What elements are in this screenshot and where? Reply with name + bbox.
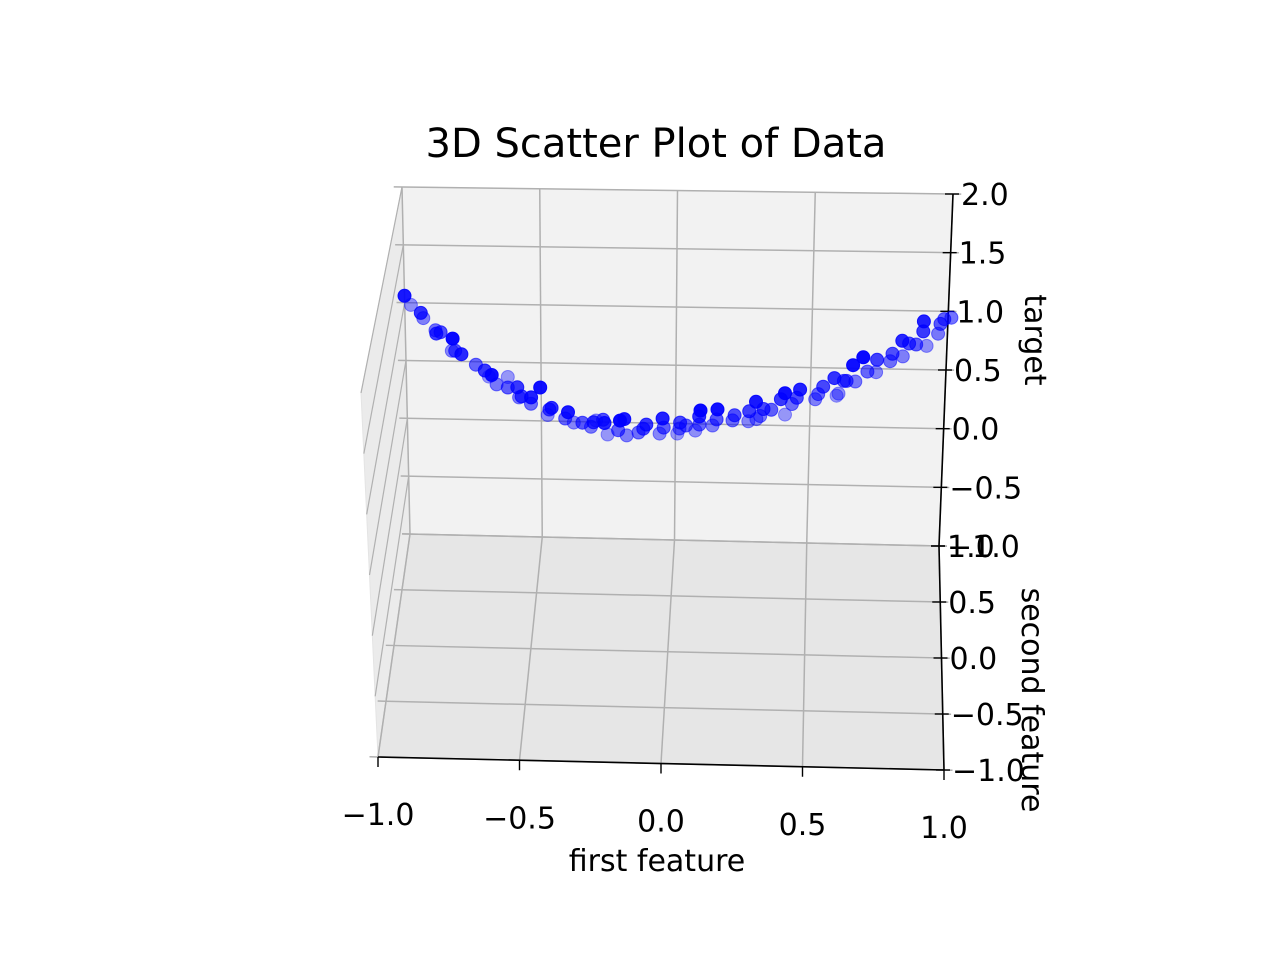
y-tick-label: −1.0 <box>952 754 1025 789</box>
scatter-point <box>778 407 792 422</box>
scatter-point <box>710 402 725 417</box>
scatter-point <box>510 380 525 395</box>
scatter-point <box>561 405 575 420</box>
scatter-point <box>839 373 854 388</box>
scatter-point <box>413 305 428 320</box>
scatter-point <box>860 364 875 379</box>
scatter-point <box>827 371 842 386</box>
side-grid-z <box>360 186 403 394</box>
side-grid-z <box>366 302 406 515</box>
scatter-point <box>816 379 831 394</box>
wall-grid-z <box>393 186 962 195</box>
z-tick-label: 1.5 <box>959 237 1007 272</box>
scatter-point <box>655 411 670 426</box>
z-tick-label: −1.0 <box>947 530 1020 565</box>
scatter-point <box>524 390 539 405</box>
scatter-point <box>597 416 612 430</box>
x-tick-label: −1.0 <box>342 798 415 833</box>
scatter-point <box>445 331 460 346</box>
scatter-point <box>829 388 844 403</box>
scatter-point <box>639 417 654 432</box>
scatter-point <box>885 346 900 361</box>
scatter-point <box>429 326 444 341</box>
z-tick-label: 0.5 <box>954 354 1002 389</box>
y-axis-label: second feature <box>1014 588 1049 813</box>
scatter-point <box>544 400 559 415</box>
scatter-point <box>870 352 885 367</box>
scatter-point <box>613 413 627 428</box>
side-grid-z <box>371 418 408 636</box>
scatter-point <box>856 350 871 365</box>
scatter-point <box>454 347 469 362</box>
wall-grid-z <box>402 533 947 547</box>
y-tick-labels: −1.0 −0.5 0.0 0.5 1.0 <box>947 530 1025 789</box>
scatter-point <box>778 386 792 401</box>
y-tick-label: −0.5 <box>951 698 1024 733</box>
scatter-point <box>727 408 742 423</box>
z-tick-labels: −1.0 −0.5 0.0 0.5 1.0 1.5 2.0 <box>947 178 1022 565</box>
axis-lines <box>377 193 959 780</box>
z-tick-label: 0.0 <box>952 413 1000 448</box>
x-tick-label: 1.0 <box>920 811 968 846</box>
z-axis-label: target <box>1017 294 1052 385</box>
floor-grid-y <box>393 588 949 603</box>
scatter-point <box>895 333 910 348</box>
side-grid-z <box>374 476 410 697</box>
chart-title: 3D Scatter Plot of Data <box>426 121 887 167</box>
z-tick-label: −0.5 <box>949 471 1022 506</box>
scatter-point <box>397 288 412 303</box>
x-axis-label: first feature <box>569 844 745 879</box>
wall-grid-z <box>400 475 950 489</box>
scatter-point <box>933 316 948 331</box>
scatter-point <box>693 403 708 418</box>
scatter-point <box>916 314 931 329</box>
data-points <box>397 288 959 443</box>
floor-grid-y <box>377 700 952 715</box>
scatter-point <box>533 380 548 395</box>
z-tick-label: 2.0 <box>961 178 1009 213</box>
x-tick-label: 0.0 <box>637 805 685 840</box>
side-grid-z <box>368 360 407 576</box>
y-tick-label: 0.5 <box>948 586 996 621</box>
side-grid-z <box>363 244 404 454</box>
floor-grid-y <box>385 644 950 659</box>
scatter-point <box>673 415 688 430</box>
scatter-point <box>846 358 861 373</box>
wall-grid-z <box>395 243 959 254</box>
scatter-point <box>742 404 757 419</box>
wall-grid-z <box>396 301 957 313</box>
z-tick-label: 1.0 <box>956 295 1004 330</box>
y-tick-label: 1.0 <box>947 530 995 565</box>
y-tick-label: 0.0 <box>950 642 998 677</box>
scatter-point <box>831 386 846 401</box>
scatter-point <box>484 368 499 382</box>
scatter-point <box>749 394 763 409</box>
scatter-point <box>793 382 808 397</box>
x-tick-label: 0.5 <box>779 808 827 843</box>
x-tick-labels: −1.0 −0.5 0.0 0.5 1.0 <box>342 798 968 846</box>
x-tick-label: −0.5 <box>483 801 556 836</box>
side-grid-z <box>377 533 411 758</box>
